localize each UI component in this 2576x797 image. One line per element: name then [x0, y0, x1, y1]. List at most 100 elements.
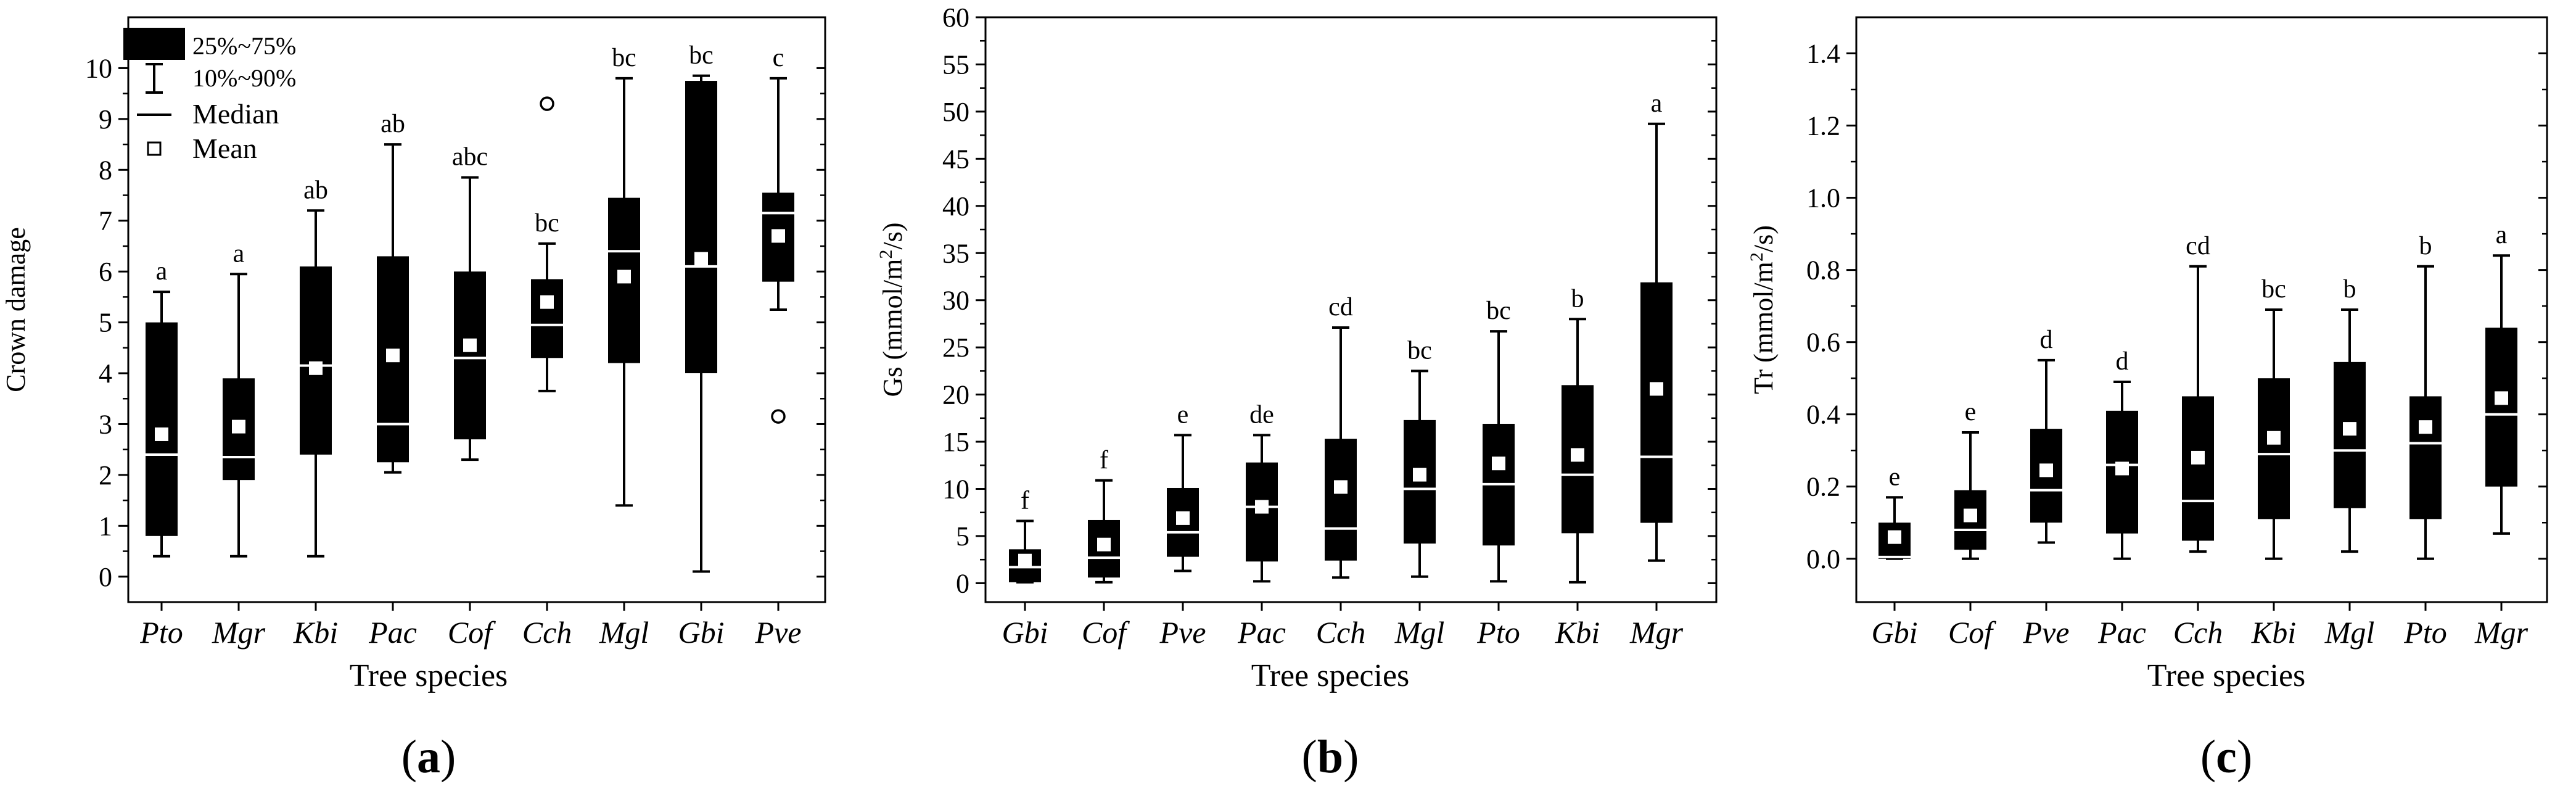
- mean-marker: [386, 349, 400, 363]
- iqr-box: [2485, 328, 2517, 487]
- significance-label: bc: [1486, 297, 1511, 325]
- iqr-box: [1404, 419, 1436, 544]
- x-tick-label: Kbi: [293, 615, 338, 650]
- box-Pto: Pto b: [2403, 232, 2446, 650]
- panel-label: (a): [401, 731, 456, 783]
- x-tick-label: Cof: [1948, 615, 1996, 650]
- x-tick-label: Mgr: [2474, 615, 2529, 650]
- panel-a: 012345678910PtoaMgraKbiabPacabCofabcCchb…: [1, 16, 826, 783]
- mean-marker: [2267, 431, 2281, 445]
- y-tick-label: 25: [942, 332, 969, 363]
- y-tick-label: 0: [99, 562, 112, 592]
- y-tick-label: 4: [99, 358, 112, 389]
- significance-label: a: [156, 257, 168, 286]
- x-tick-label: Cch: [1316, 615, 1366, 650]
- x-tick-label: Cch: [2173, 615, 2223, 650]
- iqr-box: [1640, 282, 1673, 523]
- x-tick-label: Mgr: [212, 615, 266, 650]
- x-tick-label: Pac: [1237, 615, 1286, 650]
- y-tick-label: 60: [942, 2, 969, 33]
- mean-marker: [1018, 553, 1032, 568]
- significance-label: de: [1249, 400, 1274, 429]
- outlier-point: [771, 409, 786, 424]
- panel-paren-close: ): [1343, 731, 1359, 783]
- significance-label: a: [233, 239, 245, 268]
- panel-label: (b): [1302, 731, 1359, 783]
- box-Pac: Pac d: [2097, 347, 2146, 650]
- y-tick-label: 35: [942, 238, 969, 268]
- iqr-box: [2182, 396, 2214, 541]
- mean-marker: [2343, 422, 2356, 436]
- y-tick-label: 30: [942, 286, 969, 316]
- panel-letter: c: [2216, 731, 2237, 783]
- y-tick-label: 10: [85, 53, 112, 83]
- significance-label: cd: [1328, 293, 1353, 321]
- y-tick-label: 0.6: [1806, 328, 1840, 358]
- y-tick-label: 55: [942, 49, 969, 80]
- box-Pve: Pve e: [1159, 400, 1206, 650]
- box-Mgr: Mgr a: [1629, 89, 1684, 650]
- box-Kbi: Kbi bc: [2251, 275, 2296, 650]
- box-Mgl: Mgl b: [2324, 275, 2375, 650]
- panel-paren-open: (: [1302, 731, 1317, 783]
- y-tick-label: 45: [942, 144, 969, 174]
- significance-label: b: [1571, 284, 1584, 313]
- x-tick-label: Pac: [368, 615, 417, 650]
- box-Mgl: Mgl bc: [599, 44, 649, 650]
- y-axis-label-text: Tr (mmol/m: [1748, 262, 1779, 394]
- y-tick-label: 1.4: [1806, 39, 1840, 69]
- mean-marker: [2115, 461, 2129, 476]
- x-tick-label: Gbi: [1872, 615, 1918, 650]
- y-tick-label: 50: [942, 97, 969, 127]
- plot-frame: [984, 16, 1718, 603]
- box-Cof: Cof abc: [448, 143, 496, 650]
- box-Mgl: Mgl bc: [1394, 336, 1445, 650]
- y-tick-label: 15: [942, 427, 969, 457]
- significance-label: a: [1651, 89, 1663, 118]
- panel-c: 0.0 0.2 0.4 0.6 0.8 1.0 1.2 1.4 Gbi e Cof e Pve d Pac d…: [1747, 16, 2548, 783]
- iqr-box: [2258, 378, 2290, 519]
- y-tick-label: 8: [99, 155, 112, 185]
- panel-b: 0 5 10 15 20 25 30 35 40 45 50 55 60 Gbi f Cof f Pve e Pac d…: [876, 2, 1718, 783]
- x-tick-label: Pve: [755, 615, 802, 650]
- legend-median-label: Median: [192, 98, 279, 130]
- y-axis-label-superscript: 2: [1747, 252, 1767, 262]
- box-Pto: Pto a: [139, 257, 183, 650]
- legend-mean-swatch: [147, 141, 162, 156]
- x-tick-label: Mgr: [1629, 615, 1684, 650]
- mean-marker: [155, 427, 168, 441]
- x-tick-label: Pto: [1476, 615, 1520, 650]
- x-axis-label: Tree species: [2147, 658, 2306, 693]
- significance-label: bc: [535, 209, 559, 237]
- mean-marker: [772, 229, 785, 243]
- significance-label: ab: [303, 176, 328, 204]
- mean-marker: [309, 361, 323, 375]
- x-tick-label: Pac: [2097, 615, 2146, 650]
- y-tick-label: 1: [99, 511, 112, 541]
- significance-label: bc: [1407, 336, 1432, 365]
- x-axis-label: Tree species: [350, 658, 508, 693]
- significance-label: bc: [612, 44, 636, 72]
- mean-marker: [1571, 448, 1584, 462]
- iqr-box: [531, 279, 563, 358]
- x-tick-label: Pto: [2403, 615, 2446, 650]
- y-tick-label: 0: [956, 568, 969, 598]
- box-Cch: Cch bc: [522, 96, 572, 650]
- mean-marker: [1255, 500, 1269, 514]
- y-axis-label-unit: /s): [878, 223, 908, 250]
- mean-marker: [1964, 508, 1977, 522]
- box-Cch: Cch cd: [2173, 232, 2223, 650]
- y-tick-label: 7: [99, 206, 112, 236]
- mean-marker: [1413, 468, 1426, 482]
- box-Cof: Cof f: [1082, 446, 1130, 650]
- mean-marker: [1097, 537, 1111, 551]
- significance-label: e: [1889, 463, 1901, 491]
- mean-marker: [2419, 420, 2432, 434]
- y-tick-label: 5: [99, 308, 112, 338]
- y-axis-label: Gs (mmol/m2/s): [876, 223, 908, 397]
- y-axis-label: Crown damage: [1, 227, 31, 392]
- significance-label: ab: [381, 110, 405, 138]
- significance-label: d: [2116, 347, 2129, 376]
